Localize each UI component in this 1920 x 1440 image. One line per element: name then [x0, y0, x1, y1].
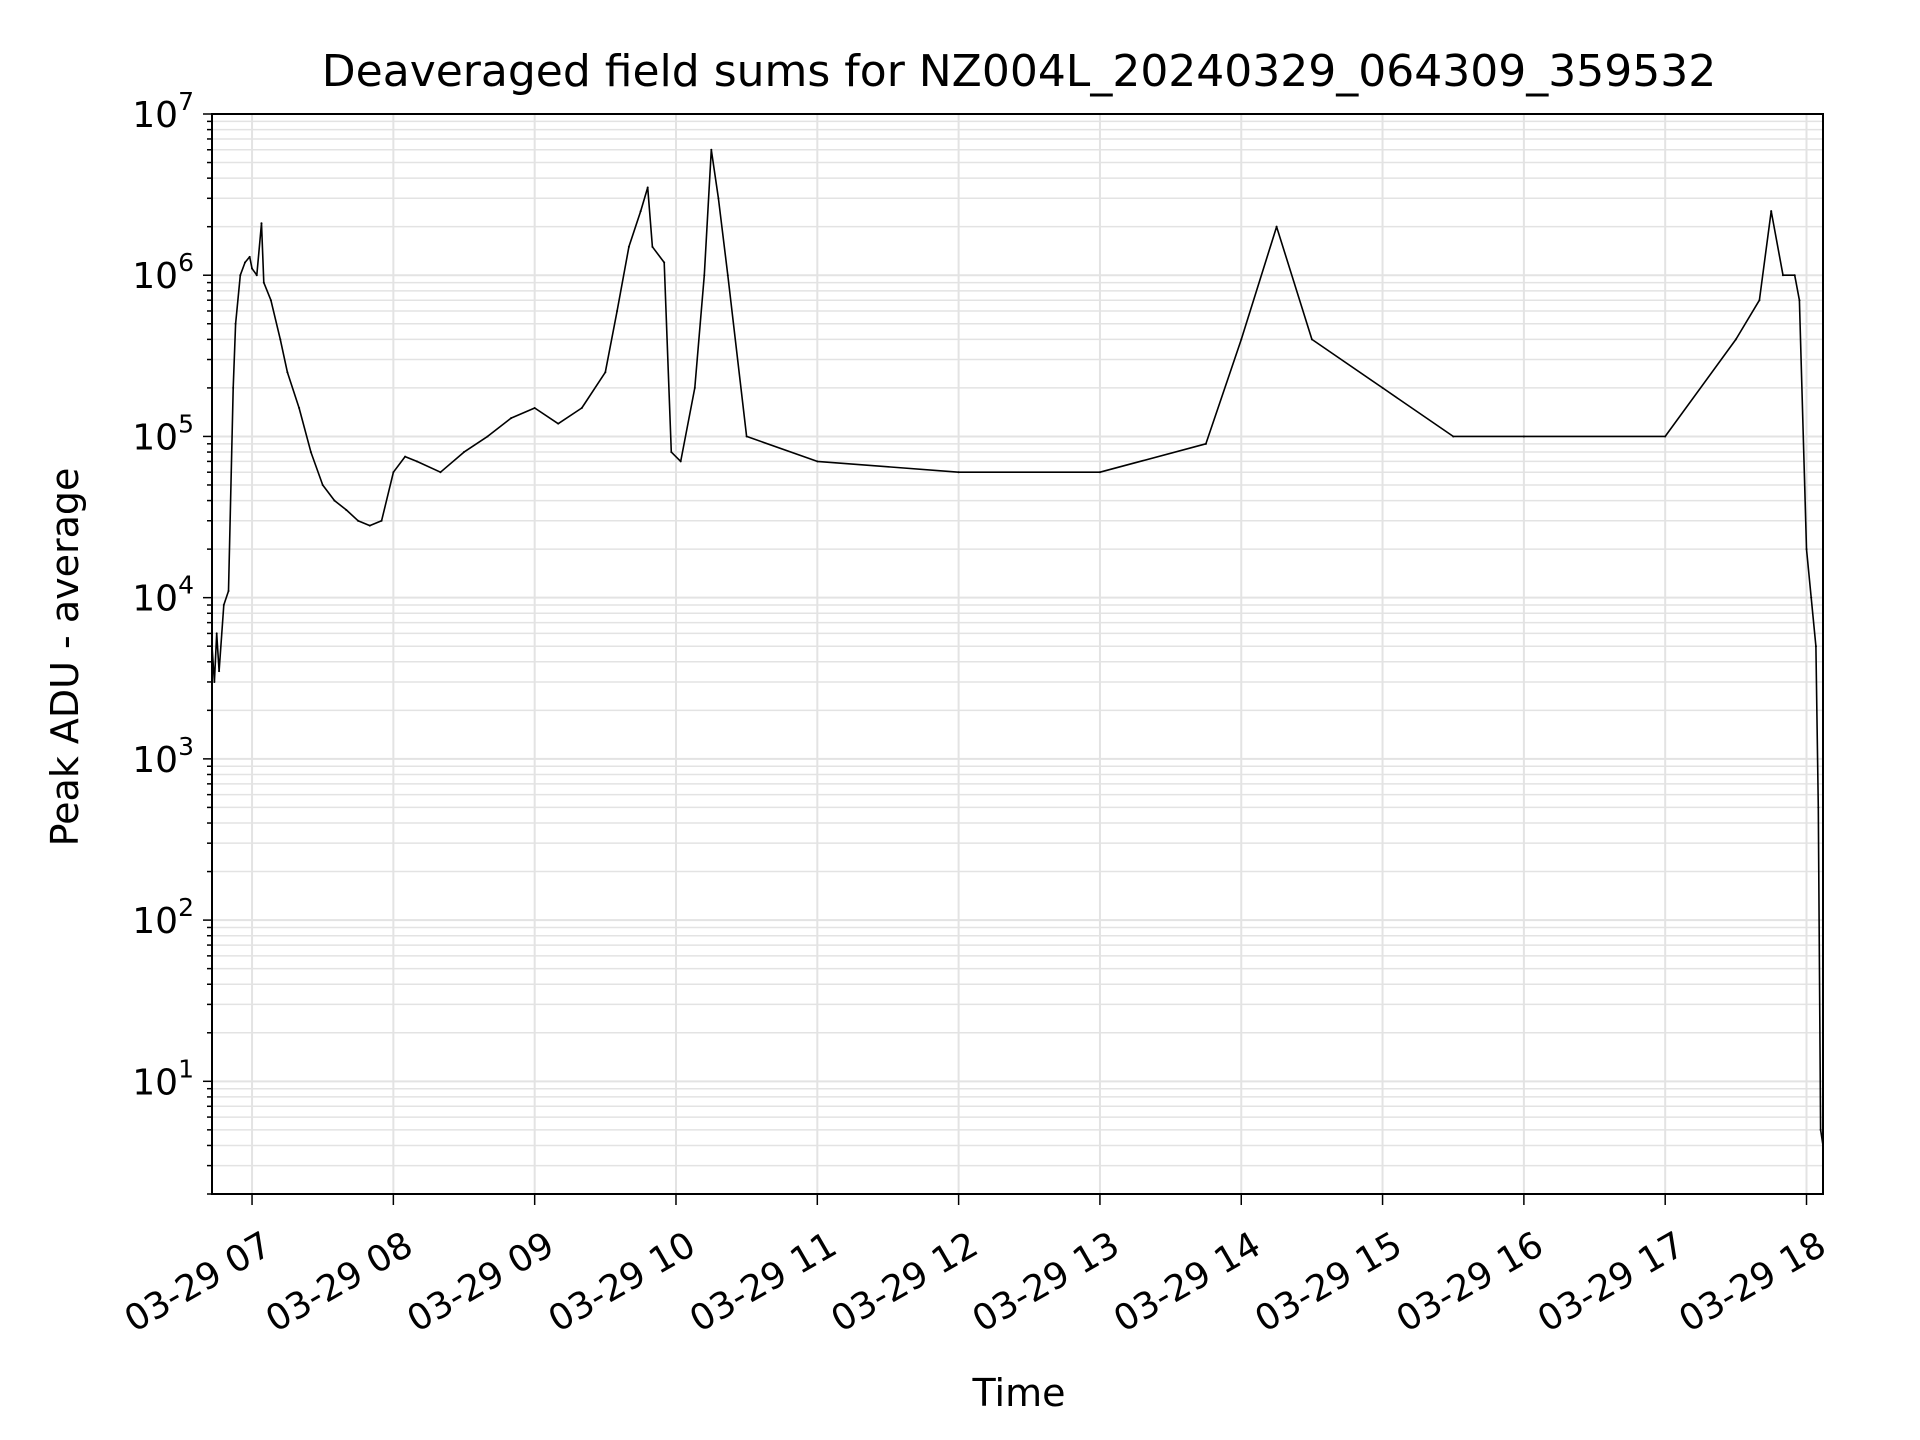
data-point: [415, 460, 418, 463]
data-point: [222, 604, 225, 607]
data-point: [717, 197, 720, 200]
data-point: [279, 338, 282, 341]
data-point: [703, 274, 706, 277]
data-point: [227, 589, 230, 592]
data-point: [1098, 471, 1101, 474]
data-point: [533, 407, 536, 410]
data-point: [639, 210, 642, 213]
data-point: [1770, 210, 1773, 213]
data-point: [260, 222, 263, 225]
data-point: [1758, 299, 1761, 302]
data-point: [486, 435, 489, 438]
data-point: [745, 435, 748, 438]
data-point: [957, 471, 960, 474]
data-point: [510, 417, 513, 420]
data-point: [1381, 386, 1384, 389]
data-point: [380, 519, 383, 522]
data-point: [269, 299, 272, 302]
data-point: [232, 386, 235, 389]
data-point: [357, 519, 360, 522]
y-tick-label: 101: [132, 1054, 194, 1103]
data-point: [368, 524, 371, 527]
data-point: [1310, 338, 1313, 341]
data-point: [710, 148, 713, 151]
data-point: [309, 451, 312, 454]
data-point: [1204, 442, 1207, 445]
data-point: [1781, 274, 1784, 277]
data-point: [693, 386, 696, 389]
data-point: [670, 451, 673, 454]
y-axis-ticks: 101 102 103 104 105 106 107: [132, 87, 212, 1195]
plot-frame: [211, 113, 1824, 1195]
data-point: [248, 255, 251, 258]
x-axis-label: Time: [972, 1371, 1066, 1415]
data-point: [580, 407, 583, 410]
data-point: [1275, 225, 1278, 228]
data-point: [616, 309, 619, 312]
data-point: [1664, 435, 1667, 438]
data-point: [1805, 548, 1808, 551]
data-point: [1819, 1128, 1822, 1131]
data-point: [234, 322, 237, 325]
data-point: [816, 460, 819, 463]
y-axis-label: Peak ADU - average: [43, 468, 87, 847]
data-point: [262, 281, 265, 284]
data-point: [627, 245, 630, 248]
data-point: [663, 261, 666, 264]
data-point: [213, 680, 216, 683]
y-tick-label: 103: [132, 732, 194, 781]
data-point: [218, 670, 221, 673]
data-point: [321, 483, 324, 486]
data-point: [255, 274, 258, 277]
y-tick-label: 105: [132, 409, 194, 458]
series-line: [211, 149, 1824, 1146]
data-point: [215, 632, 218, 635]
y-tick-label: 106: [132, 248, 194, 297]
data-point: [679, 460, 682, 463]
data-point: [1814, 645, 1817, 648]
data-point: [298, 407, 301, 410]
data-point: [1240, 338, 1243, 341]
y-tick-label: 102: [132, 893, 194, 942]
data-point: [1793, 274, 1796, 277]
data-point: [604, 371, 607, 374]
plot-series: [211, 148, 1824, 1147]
data-point: [646, 186, 649, 189]
data-point: [333, 499, 336, 502]
y-tick-label: 104: [132, 571, 194, 620]
data-point: [345, 508, 348, 511]
data-point: [392, 471, 395, 474]
chart-title: Deaveraged field sums for NZ004L_2024032…: [322, 46, 1716, 97]
data-point: [239, 274, 242, 277]
data-point: [1734, 338, 1737, 341]
data-point: [651, 245, 654, 248]
data-point: [557, 422, 560, 425]
data-point: [463, 451, 466, 454]
data-point: [1810, 596, 1813, 599]
gridlines: [212, 113, 1823, 1195]
data-point: [1817, 806, 1820, 809]
data-point: [439, 471, 442, 474]
data-point: [243, 261, 246, 264]
data-point: [1522, 435, 1525, 438]
data-point: [1798, 299, 1801, 302]
y-tick-label: 107: [132, 87, 194, 136]
data-point: [726, 274, 729, 277]
data-point: [1452, 435, 1455, 438]
data-point: [251, 267, 254, 270]
data-point: [286, 371, 289, 374]
data-point: [404, 455, 407, 458]
